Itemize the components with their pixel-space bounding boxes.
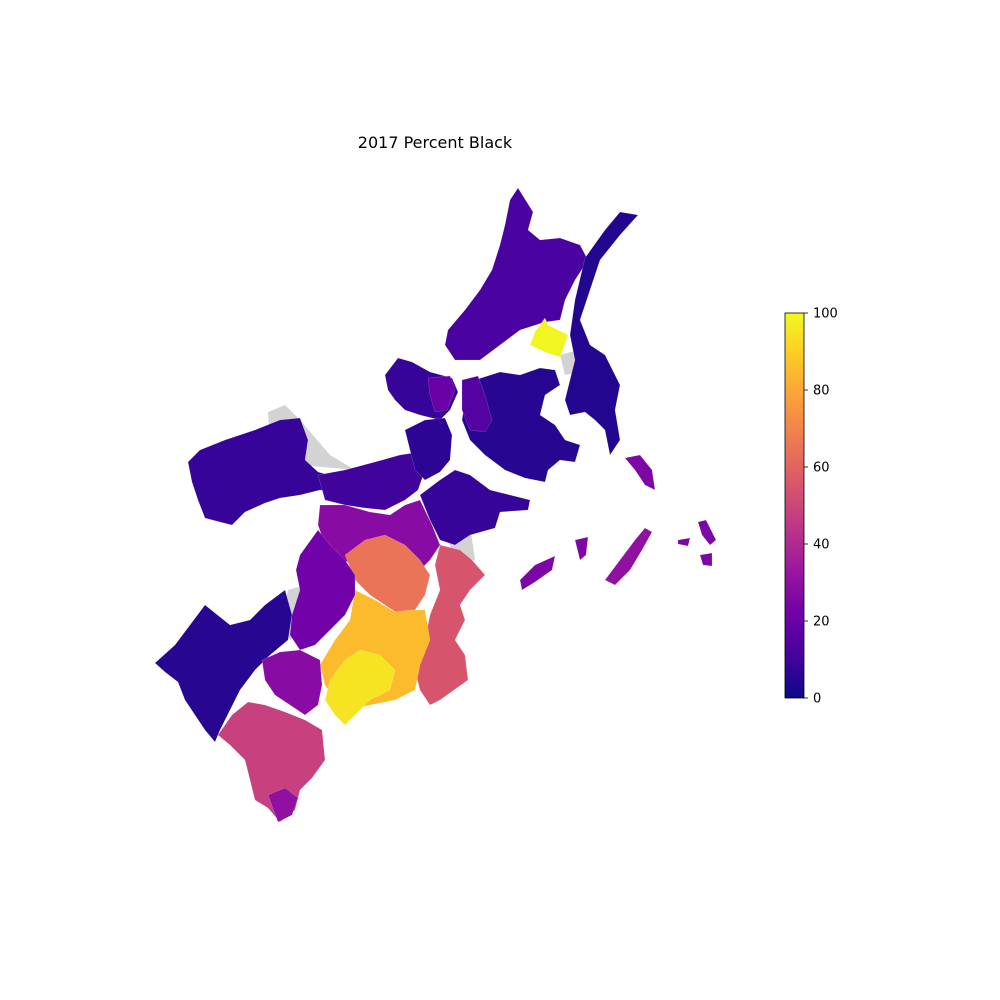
region-island-small — [697, 519, 717, 546]
colorbar-tick-label: 20 — [813, 615, 830, 630]
region-roxbury-core — [344, 534, 431, 616]
region-island-small — [699, 552, 713, 567]
region-island-small — [519, 555, 556, 591]
colorbar-ticks: 0 20 40 60 80 100 — [804, 307, 838, 707]
region-charlestown-navy-yard — [427, 375, 456, 413]
colorbar-tick-label: 100 — [813, 307, 838, 322]
region-downtown — [404, 417, 453, 481]
region-hyde-park-south — [267, 787, 299, 823]
region-east-boston-north — [444, 187, 589, 361]
region-west-roxbury — [154, 589, 293, 743]
colorbar-tick-label: 60 — [813, 461, 830, 476]
regions-layer — [154, 187, 717, 823]
colorbar: 0 20 40 60 80 100 — [784, 307, 838, 707]
page-title: 2017 Percent Black — [357, 133, 513, 152]
region-east-boston-waterfront — [461, 375, 493, 433]
region-east-boston-northeast — [564, 211, 639, 456]
region-island-small — [574, 536, 589, 561]
colorbar-tick-label: 0 — [813, 692, 821, 707]
colorbar-gradient — [784, 312, 805, 699]
region-dorchester-east — [414, 544, 486, 706]
region-island-small — [624, 454, 656, 491]
region-hyde-park — [217, 701, 326, 823]
region-island-long — [604, 527, 653, 586]
region-east-boston-airport — [461, 367, 581, 483]
region-south-boston — [419, 469, 531, 546]
region-mattapan — [324, 649, 396, 726]
region-jamaica-plain — [289, 529, 356, 651]
colorbar-tick-label: 40 — [813, 538, 830, 553]
region-roslindale — [261, 649, 323, 716]
region-east-boston-yellow-tract — [529, 317, 569, 358]
region-island-small — [677, 537, 691, 547]
colorbar-tick-label: 80 — [813, 384, 830, 399]
